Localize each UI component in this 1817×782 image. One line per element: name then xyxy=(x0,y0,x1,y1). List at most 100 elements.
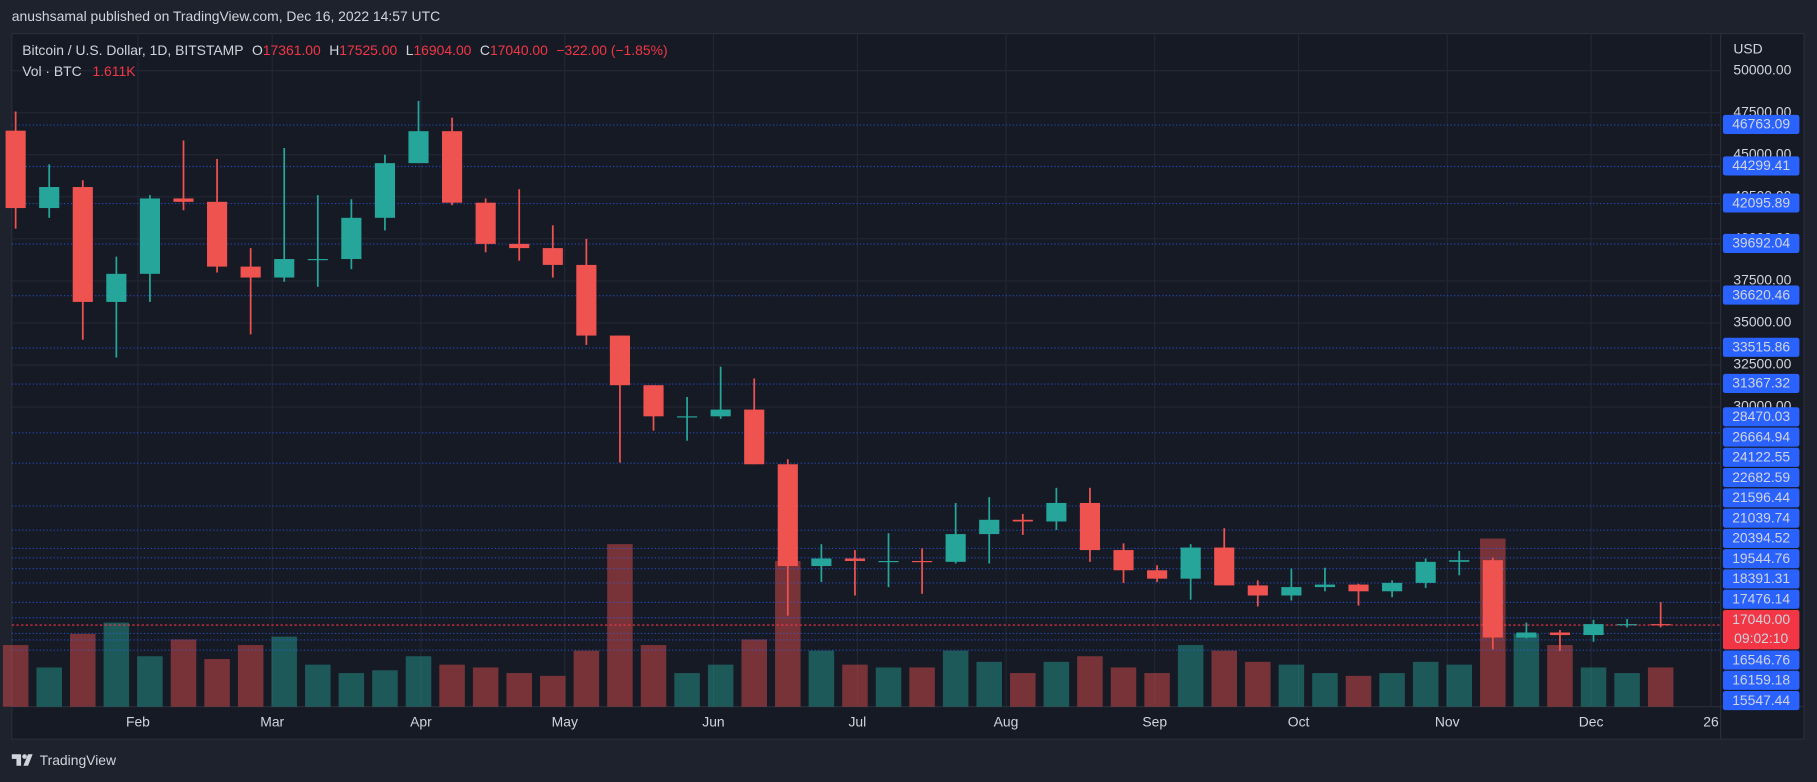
o-label: O xyxy=(252,42,263,58)
price-axis: 50000.0047500.0045000.0042500.0040000.00… xyxy=(1722,61,1800,711)
x-tick-label: Dec xyxy=(1579,714,1604,730)
price-badge-label: 15547.44 xyxy=(1732,692,1790,708)
volume-bar xyxy=(1010,673,1036,707)
candle-body xyxy=(609,335,631,386)
y-tick-label: 37500.00 xyxy=(1733,272,1791,288)
candle-body xyxy=(1214,547,1235,586)
candle-body xyxy=(1348,584,1369,592)
price-badge-label: 18391.31 xyxy=(1732,570,1790,586)
x-tick-label: May xyxy=(552,714,578,730)
price-badge xyxy=(1722,373,1800,394)
candle-body xyxy=(173,198,194,202)
volume-bar xyxy=(976,661,1002,707)
price-badge-label: 39692.04 xyxy=(1732,235,1790,251)
candle-body xyxy=(844,558,866,562)
candle-body xyxy=(1482,560,1503,638)
volume-bar xyxy=(1211,650,1237,707)
volume-bar xyxy=(472,667,499,707)
x-tick-label: Nov xyxy=(1435,714,1460,730)
price-badge-label: 28470.03 xyxy=(1732,408,1790,424)
candle-body xyxy=(811,558,832,567)
price-badge xyxy=(1722,670,1800,690)
close-value: 17040.00 xyxy=(490,42,548,58)
candle-body xyxy=(1247,585,1268,596)
price-badge xyxy=(1722,569,1800,589)
candle-body xyxy=(945,534,966,562)
candle-body xyxy=(408,131,429,164)
candle-body xyxy=(39,187,60,209)
price-badge-label: 46763.09 xyxy=(1732,116,1790,132)
volume-bar xyxy=(1446,664,1472,707)
l-label: L xyxy=(406,42,414,58)
candle-body xyxy=(374,163,396,218)
price-badge xyxy=(1722,468,1800,488)
candle-body xyxy=(509,243,530,249)
x-tick-label: 26 xyxy=(1703,714,1719,730)
logo: TradingView xyxy=(11,752,117,768)
volume-bar xyxy=(1345,675,1372,707)
price-badge-label: 36620.46 xyxy=(1732,286,1790,302)
candle-body xyxy=(274,259,295,278)
grid xyxy=(11,33,1721,707)
volume-legend: Vol · BTC 1.611K xyxy=(22,63,136,79)
candle-body xyxy=(744,409,765,465)
c-label: C xyxy=(480,42,490,58)
candle-body xyxy=(1415,561,1436,583)
candle-body xyxy=(1382,582,1403,592)
candle-body xyxy=(1617,624,1638,626)
price-badge-label: 26664.94 xyxy=(1732,428,1790,444)
volume-bar xyxy=(1144,673,1170,707)
price-badge-label: 31367.32 xyxy=(1732,375,1790,391)
volume-layer xyxy=(2,538,1674,707)
logo-icon xyxy=(11,754,33,766)
volume-bar xyxy=(741,639,767,707)
volume-bar xyxy=(640,645,667,707)
price-badge xyxy=(1722,549,1800,569)
candle-body xyxy=(1046,502,1067,522)
candle-body xyxy=(307,259,328,261)
price-badge-label: 21596.44 xyxy=(1732,489,1790,505)
legend: Bitcoin / U.S. Dollar, 1D, BITSTAMP O173… xyxy=(22,42,667,58)
price-badge-label: 33515.86 xyxy=(1732,339,1790,355)
candle-body xyxy=(1650,624,1671,626)
candle-body xyxy=(207,201,228,267)
price-badge xyxy=(1722,193,1800,213)
volume-bar xyxy=(70,633,96,707)
candle-body xyxy=(240,266,261,278)
high-value: 17525.00 xyxy=(339,42,397,58)
y-tick-label: 50000.00 xyxy=(1733,61,1791,77)
candle-body xyxy=(5,130,26,209)
last-price-label: 17040.00 xyxy=(1732,611,1790,627)
price-badge xyxy=(1722,427,1800,447)
volume-bar xyxy=(1110,667,1137,707)
candle-body xyxy=(1012,519,1033,522)
candle-body xyxy=(72,187,93,302)
candle-body xyxy=(341,217,362,260)
volume-value: 1.611K xyxy=(92,63,136,79)
volume-bar xyxy=(1412,661,1439,707)
volume-bar xyxy=(271,636,297,707)
x-tick-label: Oct xyxy=(1288,714,1310,730)
candle-body xyxy=(912,561,933,563)
price-badge xyxy=(1722,156,1800,176)
volume-bar xyxy=(1245,661,1271,707)
volume-bar xyxy=(842,664,868,707)
price-badge xyxy=(1722,285,1800,305)
volume-bar xyxy=(36,667,62,707)
price-badge xyxy=(1722,233,1800,254)
volume-bar xyxy=(1077,656,1103,707)
price-badge xyxy=(1722,488,1800,508)
volume-bar xyxy=(439,664,465,707)
price-badge-label: 21039.74 xyxy=(1732,509,1790,525)
candle-body xyxy=(1516,632,1537,638)
candle-body xyxy=(542,248,563,265)
volume-bar xyxy=(1580,667,1607,707)
volume-bar xyxy=(305,664,331,707)
volume-label: Vol · BTC xyxy=(22,63,81,79)
logo-text: TradingView xyxy=(40,752,117,768)
candle-body xyxy=(106,273,127,302)
x-tick-label: Feb xyxy=(126,714,150,730)
candle-body xyxy=(1583,624,1604,636)
x-tick-label: Jul xyxy=(848,714,866,730)
y-tick-label: 35000.00 xyxy=(1733,314,1791,330)
